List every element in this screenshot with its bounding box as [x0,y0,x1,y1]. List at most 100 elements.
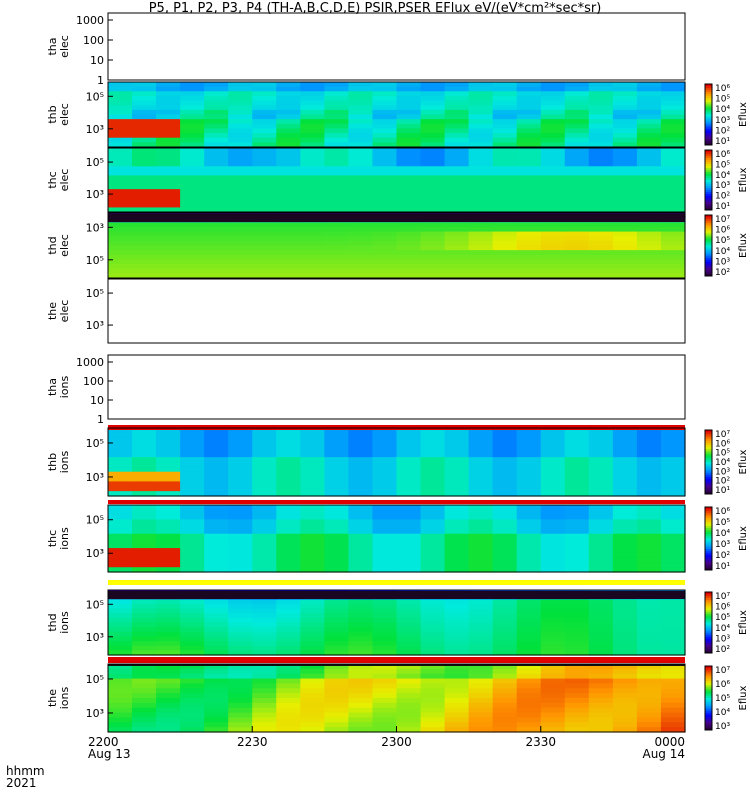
spectrogram-cell [516,491,542,497]
spectrogram-cell [276,268,301,274]
spectrogram-cell [276,683,301,689]
spectrogram-cell [132,617,157,624]
spectrogram-cell [276,678,301,685]
spectrogram-cell [468,137,494,143]
panel-frame [107,147,686,213]
spectrogram-cell [396,189,422,195]
colorbar-cell [705,708,712,712]
spectrogram-cell [156,462,181,468]
spectrogram-cell [396,627,422,633]
spectrogram-cell [492,142,518,148]
spectrogram-cell [492,250,518,256]
spectrogram-cell [396,447,422,453]
spectrogram-cell [636,82,662,88]
spectrogram-cell [372,673,398,680]
spectrogram-cell [276,622,301,628]
spectrogram-cell [300,128,325,134]
spectrogram-cell [564,428,590,434]
spectrogram-cell [372,457,398,463]
spectrogram-cell [132,245,157,251]
spectrogram-cell [204,727,229,733]
spectrogram-cell [564,128,590,134]
spectrogram-cell [180,622,205,628]
spectrogram-cell [228,707,253,714]
spectrogram-cell [180,608,205,614]
spectrogram-cell [492,712,518,719]
colorbar-cell [705,174,712,177]
colorbar-cell [705,219,712,222]
spectrogram-cell [276,198,301,204]
colorbar-cell [705,154,712,157]
spectrogram-cell [396,552,422,559]
spectrogram-cell [636,613,662,619]
colorbar-cell [705,725,712,729]
spectrogram-cell [396,170,422,177]
panel-frame [107,278,686,344]
spectrogram-cell [468,528,494,535]
colorbar-cell [705,447,712,450]
spectrogram-cell [300,712,325,719]
spectrogram-cell [252,82,277,88]
spectrogram-cell [588,608,614,614]
spectrogram-cell [108,505,133,511]
spectrogram-cell [660,717,686,723]
colorbar-cell [705,596,712,599]
spectrogram-cell [252,226,277,233]
spectrogram-cell [132,552,157,559]
spectrogram-cell [204,157,229,163]
spectrogram-cell [348,481,374,487]
spectrogram-cell [444,184,470,190]
spectrogram-cell [372,645,398,651]
spectrogram-cell [660,481,686,487]
spectrogram-cell [396,567,422,573]
x-tick-label: 2300 [381,735,412,749]
spectrogram-cell [324,86,350,92]
spectrogram-cell [492,519,518,525]
colorbar-cell [705,251,712,255]
spectrogram-cell [564,157,590,163]
spectrogram-cell [108,693,133,699]
spectrogram-cell [516,528,542,535]
spectrogram-cell [420,548,446,554]
spectrogram-cell [468,486,494,492]
spectrogram-cell [132,148,157,154]
spectrogram-cell [132,608,157,614]
spectrogram-cell [636,707,662,714]
colorbar-cell [705,687,712,690]
spectrogram-cell [468,519,494,525]
spectrogram-cell [588,678,614,685]
spectrogram-cell [516,198,542,204]
spectrogram-cell [252,100,277,106]
spectrogram-cell [540,86,566,92]
y-tick-label: 10⁵ [86,254,104,267]
spectrogram-cell [444,119,470,125]
spectrogram-cell [252,533,277,540]
spectrogram-cell [156,698,181,704]
spectrogram-cell [420,222,446,228]
spectrogram-cell [540,114,566,120]
spectrogram-cell [612,486,638,492]
spectrogram-cell [420,636,446,642]
spectrogram-cell [540,519,566,525]
spectrogram-cell [420,631,446,638]
spectrogram-cell [252,250,277,256]
spectrogram-cell [276,712,301,719]
spectrogram-cell [468,152,494,158]
spectrogram-cell [660,466,686,473]
spectrogram-cell [660,109,686,116]
spectrogram-cell [444,562,470,568]
spectrogram-cell [420,105,446,111]
spectrogram-cell [588,95,614,102]
colorbar-cell [705,164,712,167]
spectrogram-cell [540,170,566,177]
spectrogram-cell [204,491,229,497]
spectrogram-cell [372,109,398,116]
spectrogram-cell [660,231,686,237]
spectrogram-cell [372,557,398,564]
spectrogram-cell [396,128,422,134]
spectrogram-cell [612,91,638,97]
spectrogram-cell [276,457,301,463]
spectrogram-cell [204,543,229,549]
